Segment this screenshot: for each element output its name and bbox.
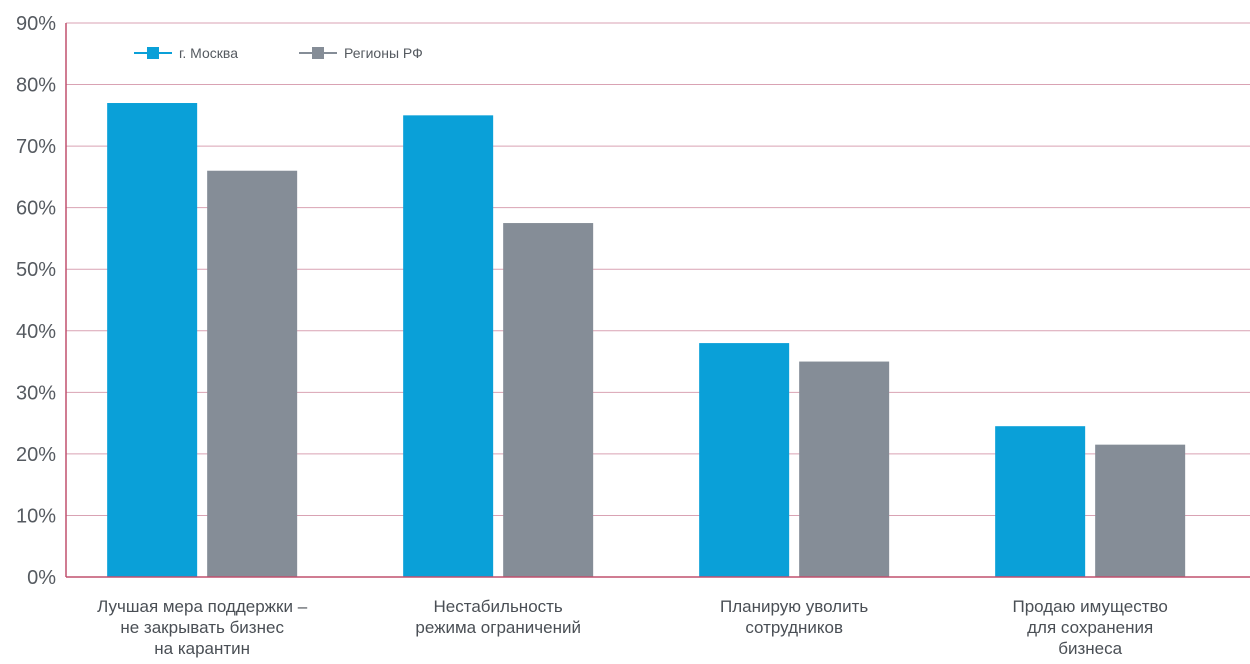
category-label: Лучшая мера поддержки – не закрывать бизн…: [97, 597, 308, 658]
bars: [107, 103, 1186, 578]
bar: [699, 343, 790, 577]
axes: [65, 23, 1250, 578]
y-tick-label: 0%: [27, 567, 56, 589]
category-label: Нестабильность режима ограничений: [415, 597, 581, 637]
legend-label: г. Москва: [179, 45, 238, 61]
bar: [1095, 444, 1186, 577]
y-tick-label: 20%: [16, 444, 56, 466]
legend-swatch: [312, 47, 324, 59]
y-tick-label: 90%: [16, 13, 56, 35]
category-label: Продаю имущество для сохранения бизнеса: [1013, 597, 1168, 658]
y-tick-label: 70%: [16, 136, 56, 158]
legend-label: Регионы РФ: [344, 45, 423, 61]
y-tick-label: 80%: [16, 75, 56, 97]
y-tick-label: 30%: [16, 382, 56, 404]
bar: [403, 115, 494, 577]
y-tick-labels: 0% 10% 20% 30% 40% 50% 60% 70% 80% 90%: [16, 13, 56, 589]
bar: [207, 170, 298, 577]
bar: [503, 223, 594, 578]
bar: [799, 361, 890, 577]
category-label: Планирую уволить сотрудников: [720, 597, 868, 637]
y-tick-label: 50%: [16, 259, 56, 281]
legend: г. Москва Регионы РФ: [134, 45, 423, 61]
bar: [995, 426, 1086, 577]
y-tick-label: 40%: [16, 321, 56, 343]
legend-swatch: [147, 47, 159, 59]
y-tick-label: 60%: [16, 198, 56, 220]
bar: [107, 103, 198, 578]
y-tick-label: 10%: [16, 505, 56, 527]
category-labels: Лучшая мера поддержки – не закрывать бизн…: [97, 597, 1168, 658]
